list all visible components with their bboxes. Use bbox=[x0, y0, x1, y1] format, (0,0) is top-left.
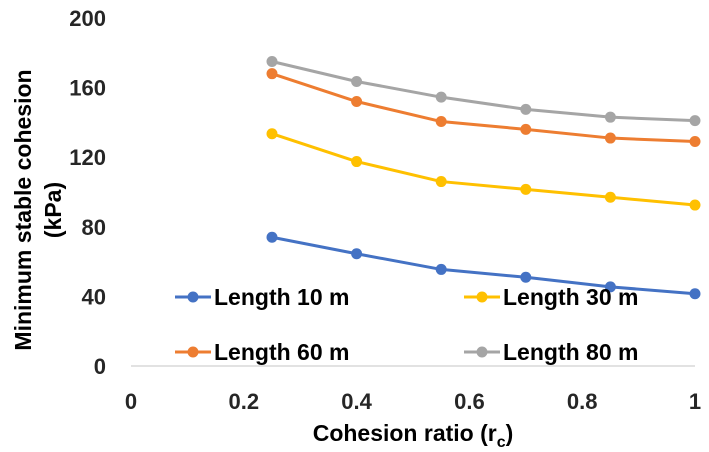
legend-swatch-marker bbox=[187, 346, 199, 358]
y-axis-title-line2: (kPa) bbox=[40, 182, 66, 238]
y-tick-label: 40 bbox=[82, 284, 106, 309]
data-point bbox=[604, 281, 616, 293]
data-point bbox=[604, 111, 616, 123]
data-point bbox=[689, 115, 701, 127]
legend-label: Length 80 m bbox=[503, 339, 638, 365]
y-tick-label: 120 bbox=[69, 145, 106, 170]
data-point bbox=[266, 56, 278, 67]
x-tick-label: 0.6 bbox=[454, 389, 485, 414]
data-point bbox=[266, 231, 278, 243]
data-point bbox=[266, 128, 278, 140]
x-axis-title-main: Cohesion ratio (r bbox=[313, 420, 497, 446]
data-point bbox=[604, 132, 616, 144]
x-axis-title: Cohesion ratio (rc) bbox=[313, 420, 514, 451]
series bbox=[266, 128, 701, 211]
y-tick-label: 0 bbox=[94, 354, 106, 379]
legend-swatch-marker bbox=[476, 291, 488, 303]
data-point bbox=[351, 96, 363, 108]
legend-label: Length 60 m bbox=[214, 339, 349, 365]
data-point bbox=[689, 199, 701, 211]
data-point bbox=[435, 91, 447, 103]
x-tick-labels: 0 0.2 0.4 0.6 0.8 1 bbox=[125, 389, 701, 414]
legend-item: Length 80 m bbox=[464, 339, 638, 365]
x-tick-label: 0 bbox=[125, 389, 137, 414]
x-tick-label: 0.2 bbox=[229, 389, 260, 414]
data-point bbox=[520, 123, 532, 135]
series bbox=[266, 68, 701, 148]
series-line bbox=[271, 60, 696, 123]
series bbox=[266, 56, 701, 127]
data-point bbox=[435, 176, 447, 188]
data-point bbox=[520, 103, 532, 115]
legend-swatch-marker bbox=[476, 346, 488, 358]
legend-item: Length 10 m bbox=[175, 284, 349, 310]
data-point bbox=[435, 263, 447, 275]
legend-label: Length 10 m bbox=[214, 284, 349, 310]
legend-swatch-marker bbox=[187, 291, 199, 303]
data-point bbox=[520, 271, 532, 283]
y-axis-title-line1: Minimum stable cohesion bbox=[10, 69, 36, 350]
data-point bbox=[604, 191, 616, 203]
data-point bbox=[435, 116, 447, 128]
y-tick-label: 200 bbox=[69, 6, 106, 31]
data-point bbox=[351, 248, 363, 260]
series-line bbox=[271, 72, 696, 144]
y-tick-label: 160 bbox=[69, 76, 106, 101]
legend: Length 10 m Length 30 m Length 60 m Length … bbox=[175, 284, 638, 365]
data-point bbox=[689, 288, 701, 300]
data-point bbox=[351, 156, 363, 168]
y-tick-label: 80 bbox=[82, 215, 106, 240]
x-tick-label: 0.4 bbox=[341, 389, 372, 414]
legend-item: Length 30 m bbox=[464, 284, 638, 310]
series-layer bbox=[266, 56, 701, 300]
series-line bbox=[271, 132, 696, 207]
x-axis-title-subscript: c bbox=[497, 434, 506, 451]
y-tick-labels: 0 40 80 120 160 200 bbox=[69, 6, 106, 379]
legend-label: Length 30 m bbox=[503, 284, 638, 310]
legend-item: Length 60 m bbox=[175, 339, 349, 365]
y-axis-title: Minimum stable cohesion (kPa) bbox=[10, 69, 66, 350]
series-line bbox=[271, 235, 696, 296]
x-tick-label: 0.8 bbox=[567, 389, 598, 414]
x-axis-title-end: ) bbox=[506, 420, 514, 446]
x-tick-label: 1 bbox=[689, 389, 701, 414]
data-point bbox=[520, 183, 532, 195]
data-point bbox=[351, 76, 363, 88]
data-point bbox=[689, 136, 701, 148]
series bbox=[266, 231, 701, 300]
data-point bbox=[266, 68, 278, 80]
